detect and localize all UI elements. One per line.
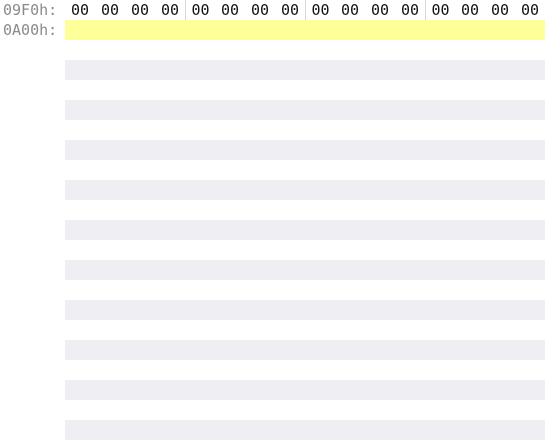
hex-byte[interactable]: 00 [250,1,270,19]
hex-byte[interactable]: 00 [70,1,90,19]
empty-row-band [65,420,545,440]
hex-byte[interactable]: 00 [425,0,455,20]
hex-row[interactable]: 09F0h: 00 00 00 00 00 00 00 00 00 00 00 … [0,0,551,20]
current-row-highlight[interactable] [65,20,545,40]
hex-byte[interactable]: 00 [460,1,480,19]
hex-byte[interactable]: 00 [160,1,180,19]
empty-row-band [65,180,545,200]
hex-byte[interactable]: 00 [305,0,335,20]
hex-byte[interactable]: 00 [185,0,215,20]
empty-row-band [65,100,545,120]
hex-byte[interactable]: 00 [130,1,150,19]
empty-row-band [65,260,545,280]
empty-row-band [65,220,545,240]
empty-row-band [65,140,545,160]
hex-byte[interactable]: 00 [490,1,510,19]
hex-row-current[interactable]: 0A00h: [0,20,551,40]
hex-byte[interactable]: 00 [220,1,240,19]
hex-byte[interactable]: 00 [280,1,300,19]
empty-row-band [65,300,545,320]
hex-byte[interactable]: 00 [400,1,420,19]
empty-row-band [65,380,545,400]
empty-row-band [65,60,545,80]
row-offset: 09F0h: [3,1,58,19]
hex-byte[interactable]: 00 [370,1,390,19]
row-offset: 0A00h: [3,21,58,39]
hex-byte[interactable]: 00 [520,1,540,19]
hex-byte[interactable]: 00 [340,1,360,19]
hex-byte[interactable]: 00 [100,1,120,19]
empty-row-band [65,340,545,360]
hex-bytes[interactable]: 00 00 00 00 00 00 00 00 00 00 00 00 00 0… [65,0,545,20]
